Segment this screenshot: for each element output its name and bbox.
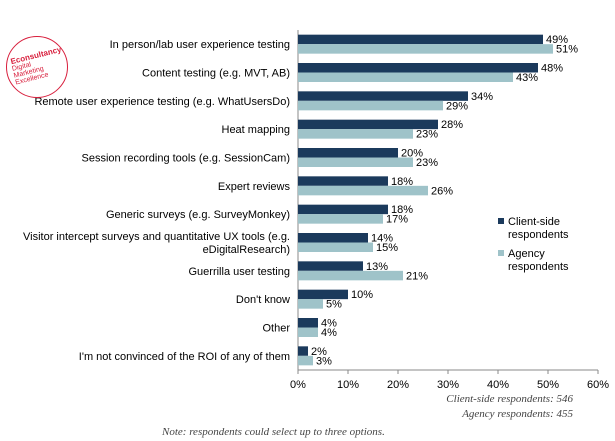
- bar-agency: [298, 129, 413, 139]
- legend-label: Agency respondents: [508, 248, 569, 273]
- category-label: Content testing (e.g. MVT, AB): [142, 68, 290, 80]
- bar-client-side: [298, 261, 363, 271]
- bar-agency: [298, 299, 323, 309]
- econsultancy-logo: Econsultancy Digital Marketing Excellenc…: [6, 36, 68, 98]
- bar-client-side: [298, 318, 318, 328]
- x-tick-label: 30%: [437, 379, 459, 391]
- data-label: 34%: [471, 91, 493, 103]
- data-label: 23%: [416, 129, 438, 141]
- bar-client-side: [298, 233, 368, 243]
- data-label: 4%: [321, 327, 337, 339]
- category-label: Generic surveys (e.g. SurveyMonkey): [106, 209, 290, 221]
- data-label: 21%: [406, 270, 428, 282]
- client-respondents-count: Client-side respondents: 546: [446, 393, 573, 405]
- x-tick-label: 40%: [487, 379, 509, 391]
- legend-swatch: [498, 250, 504, 256]
- data-label: 3%: [316, 355, 332, 367]
- x-tick-label: 60%: [587, 379, 609, 391]
- bar-client-side: [298, 176, 388, 186]
- data-label: 49%: [546, 34, 568, 46]
- data-label: 29%: [446, 100, 468, 112]
- bar-client-side: [298, 91, 468, 101]
- category-label: Other: [262, 323, 290, 335]
- data-label: 28%: [441, 119, 463, 131]
- bar-agency: [298, 355, 313, 366]
- category-label: Visitor intercept surveys and quantitati…: [23, 231, 290, 256]
- x-tick-label: 10%: [337, 379, 359, 391]
- bar-agency: [298, 157, 413, 167]
- data-label: 17%: [386, 214, 408, 226]
- bar-agency: [298, 327, 318, 337]
- category-label: Expert reviews: [218, 181, 291, 193]
- data-label: 43%: [516, 72, 538, 84]
- bar-client-side: [298, 148, 398, 158]
- bar-client-side: [298, 119, 438, 130]
- category-label: Session recording tools (e.g. SessionCam…: [82, 153, 290, 165]
- bar-agency: [298, 214, 383, 224]
- bar-client-side: [298, 346, 308, 356]
- bar-agency: [298, 44, 553, 54]
- data-label: 2%: [311, 346, 327, 358]
- bar-client-side: [298, 289, 348, 300]
- category-label: Guerrilla user testing: [189, 266, 291, 278]
- x-tick-label: 0%: [290, 379, 306, 391]
- bar-agency: [298, 270, 403, 281]
- data-label: 5%: [326, 299, 342, 311]
- bar-client-side: [298, 34, 543, 45]
- x-tick-label: 20%: [387, 379, 409, 391]
- bar-agency: [298, 242, 373, 252]
- footnote: Note: respondents could select up to thr…: [162, 426, 385, 438]
- bar-agency: [298, 185, 428, 196]
- category-label: Remote user experience testing (e.g. Wha…: [34, 96, 290, 108]
- legend-swatch: [498, 218, 504, 224]
- data-label: 48%: [541, 63, 563, 75]
- data-label: 18%: [391, 204, 413, 216]
- data-label: 51%: [556, 44, 578, 56]
- x-tick-label: 50%: [537, 379, 559, 391]
- bar-client-side: [298, 63, 538, 73]
- category-label: Don't know: [236, 294, 290, 306]
- data-label: 26%: [431, 185, 453, 197]
- bar-agency: [298, 72, 513, 82]
- data-label: 23%: [416, 157, 438, 169]
- legend-label: Client-side respondents: [508, 216, 569, 241]
- category-label: I'm not convinced of the ROI of any of t…: [79, 351, 290, 363]
- data-label: 10%: [351, 289, 373, 301]
- bar-agency: [298, 100, 443, 111]
- bar-client-side: [298, 204, 388, 215]
- data-label: 14%: [371, 233, 393, 245]
- agency-respondents-count: Agency respondents: 455: [462, 408, 573, 420]
- data-label: 4%: [321, 318, 337, 330]
- data-label: 20%: [401, 148, 423, 160]
- data-label: 18%: [391, 176, 413, 188]
- category-label: In person/lab user experience testing: [110, 39, 290, 51]
- data-label: 15%: [376, 242, 398, 254]
- category-label: Heat mapping: [222, 124, 291, 136]
- data-label: 13%: [366, 261, 388, 273]
